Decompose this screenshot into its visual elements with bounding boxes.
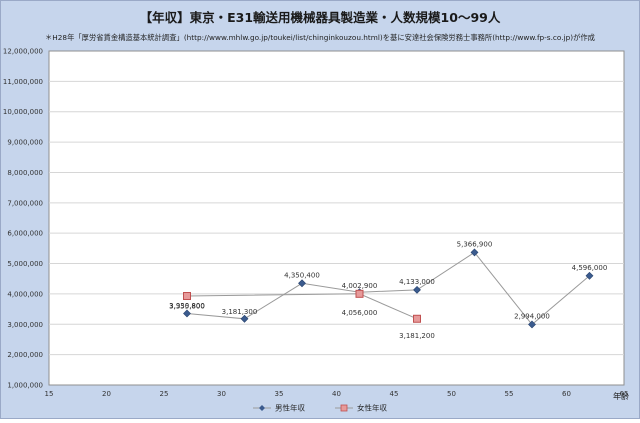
x-tick-label: 15: [45, 390, 54, 398]
female-data-label: 3,181,200: [399, 332, 435, 340]
x-tick-label: 35: [275, 390, 284, 398]
legend-label: 男性年収: [275, 403, 305, 413]
chart-subtitle: ＊H28年「厚労省賃金構造基本統計調査」(http://www.mhlw.go.…: [45, 33, 595, 42]
x-tick-label: 65: [620, 390, 629, 398]
female-data-label: 3,930,800: [169, 302, 205, 310]
female-point: [355, 289, 364, 298]
x-tick-label: 45: [390, 390, 399, 398]
male-point: [585, 271, 594, 280]
female-point: [183, 292, 191, 301]
x-tick-label: 40: [332, 390, 341, 398]
male-data-label: 4,596,000: [572, 264, 608, 272]
male-point: [240, 314, 249, 323]
male-point: [528, 320, 536, 329]
chart-title: 【年収】東京・E31輸送用機械器具製造業・人数規模10～99人: [140, 10, 501, 25]
male-data-label: 3,181,300: [222, 308, 258, 316]
y-tick-label: 11,000,000: [3, 78, 43, 86]
plot-area: [48, 50, 625, 386]
male-point: [298, 279, 306, 288]
y-tick-label: 12,000,000: [3, 48, 43, 56]
male-data-label: 5,366,900: [457, 240, 493, 248]
male-data-label: 4,350,400: [284, 271, 320, 279]
male-data-label: 4,056,000: [342, 309, 378, 317]
male-data-label: 3,355,800: [169, 302, 205, 310]
male-data-label: 4,133,000: [399, 278, 435, 286]
male-point: [413, 285, 421, 294]
legend: 男性年収 女性年収: [253, 403, 387, 413]
legend-label: 女性年収: [357, 403, 387, 413]
x-tick-label: 25: [160, 390, 169, 398]
legend-male-marker: [259, 405, 265, 411]
y-tick-label: 6,000,000: [7, 230, 43, 238]
x-tick-label: 55: [505, 390, 514, 398]
x-axis-label: 年齢: [613, 391, 629, 401]
y-tick-label: 5,000,000: [7, 260, 43, 268]
x-tick-label: 30: [217, 390, 226, 398]
gridlines: [49, 80, 624, 356]
series-markers: [183, 248, 594, 329]
series-line: [186, 251, 590, 326]
y-tick-label: 1,000,000: [7, 382, 43, 390]
y-tick-label: 2,000,000: [7, 351, 43, 359]
y-tick-label: 8,000,000: [7, 169, 43, 177]
x-tick-label: 50: [447, 390, 456, 398]
legend-female-marker: [340, 404, 348, 412]
y-tick-label: 10,000,000: [3, 108, 43, 116]
y-tick-label: 9,000,000: [7, 139, 43, 147]
x-tick-label: 20: [102, 390, 111, 398]
y-tick-label: 4,000,000: [7, 290, 43, 298]
data-labels: 3,355,800 3,181,300 4,350,400 4,056,000 4,13…: [169, 240, 607, 339]
female-data-label: 4,002,900: [342, 282, 378, 290]
x-axis: 15 20 25 30 35 40 45 50 55 60 65: [45, 390, 629, 398]
y-axis: 1,000,000 2,000,000 3,000,000 4,000,000 5,00…: [3, 48, 43, 390]
male-point: [470, 248, 479, 257]
y-tick-label: 7,000,000: [7, 199, 43, 207]
x-tick-label: 60: [562, 390, 571, 398]
y-tick-label: 3,000,000: [7, 321, 43, 329]
male-data-label: 2,994,000: [514, 312, 550, 320]
female-point: [413, 314, 421, 323]
male-point: [183, 309, 191, 318]
